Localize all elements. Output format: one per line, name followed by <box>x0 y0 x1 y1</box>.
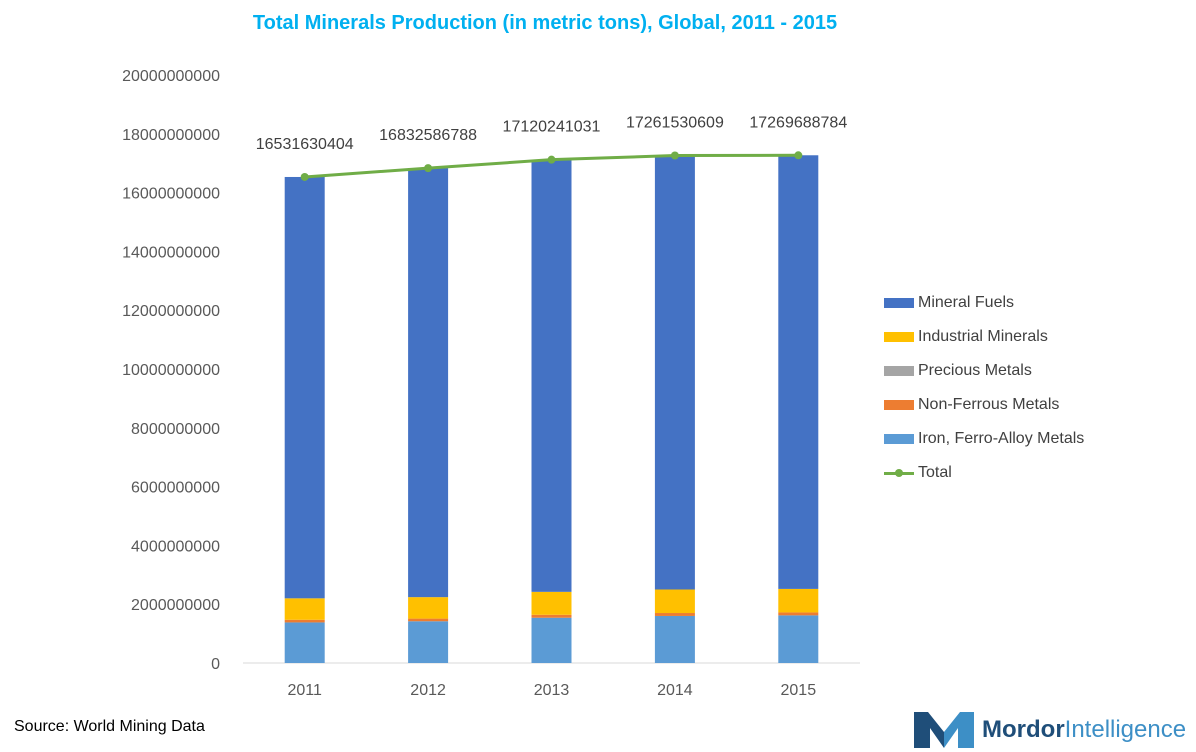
legend-label-4: Iron, Ferro-Alloy Metals <box>918 430 1085 447</box>
bar-2011-s0 <box>284 622 325 663</box>
legend-item-5: Total <box>884 456 1084 490</box>
brand-name-part2: Intelligence <box>1064 716 1187 743</box>
bar-2012-s4 <box>408 168 449 598</box>
total-label-2013: 17120241031 <box>503 119 601 136</box>
bar-2011-s1 <box>284 619 325 623</box>
brand-logo: MordorIntelligence <box>914 712 1186 748</box>
y-tick-label-7: 14000000000 <box>122 244 220 261</box>
legend-label-3: Non-Ferrous Metals <box>918 396 1060 413</box>
y-tick-label-9: 18000000000 <box>122 127 220 144</box>
y-tick-label-4: 8000000000 <box>131 421 220 438</box>
y-tick-label-2: 4000000000 <box>131 538 220 555</box>
x-tick-label-2015: 2015 <box>781 682 817 699</box>
legend-swatch-5 <box>884 468 914 477</box>
legend-item-2: Precious Metals <box>884 354 1084 388</box>
bar-2013-s1 <box>531 614 572 618</box>
y-tick-label-6: 12000000000 <box>122 303 220 320</box>
bar-2012-s1 <box>408 618 449 622</box>
legend-item-4: Iron, Ferro-Alloy Metals <box>884 422 1084 456</box>
total-point-2014 <box>670 151 679 160</box>
legend-item-1: Industrial Minerals <box>884 320 1084 354</box>
source-note: Source: World Mining Data <box>14 718 205 735</box>
bar-2011-s3 <box>284 598 325 620</box>
y-tick-label-3: 6000000000 <box>131 480 220 497</box>
mordor-logo-icon <box>914 712 974 748</box>
bar-2012-s0 <box>408 621 449 663</box>
legend-label-0: Mineral Fuels <box>918 294 1015 311</box>
x-tick-label-2013: 2013 <box>534 682 570 699</box>
brand-name: MordorIntelligence <box>982 716 1186 744</box>
bar-2011-s4 <box>284 176 325 599</box>
bar-2014-s4 <box>654 155 695 590</box>
legend-label-1: Industrial Minerals <box>918 328 1048 345</box>
bar-2014-s3 <box>654 589 695 614</box>
legend-swatch-0 <box>884 298 914 308</box>
brand-name-part1: Mordor <box>982 716 1065 743</box>
bar-2015-s3 <box>778 588 819 613</box>
x-tick-label-2012: 2012 <box>410 682 446 699</box>
x-tick-label-2011: 2011 <box>287 682 322 699</box>
bar-2014-s1 <box>654 613 695 616</box>
y-tick-label-1: 2000000000 <box>131 597 220 614</box>
legend-swatch-4 <box>884 434 914 444</box>
bar-2015-s1 <box>778 612 819 616</box>
y-tick-label-5: 10000000000 <box>122 362 220 379</box>
bar-2013-s3 <box>531 591 572 615</box>
legend-label-5: Total <box>918 464 952 481</box>
x-tick-label-2014: 2014 <box>657 682 693 699</box>
bar-2013-s4 <box>531 159 572 592</box>
legend-marker-dot <box>895 468 903 477</box>
legend-swatch-1 <box>884 332 914 342</box>
y-tick-label-8: 16000000000 <box>122 186 220 203</box>
y-tick-label-10: 20000000000 <box>122 68 220 85</box>
bar-2015-s4 <box>778 155 819 589</box>
bar-2012-s3 <box>408 597 449 619</box>
total-point-2015 <box>794 151 803 160</box>
total-point-2013 <box>547 155 556 164</box>
legend-item-0: Mineral Fuels <box>884 286 1084 320</box>
total-label-2014: 17261530609 <box>626 115 724 132</box>
y-tick-label-0: 0 <box>211 656 220 673</box>
bar-2013-s0 <box>531 617 572 663</box>
total-point-2011 <box>300 172 309 181</box>
legend-label-2: Precious Metals <box>918 362 1032 379</box>
chart-title: Total Minerals Production (in metric ton… <box>252 12 838 34</box>
total-label-2012: 16832586788 <box>379 127 477 144</box>
legend-item-3: Non-Ferrous Metals <box>884 388 1084 422</box>
legend: Mineral Fuels Industrial Minerals Precious… <box>884 286 1084 490</box>
total-point-2012 <box>424 164 433 173</box>
bar-2014-s0 <box>654 615 695 663</box>
legend-swatch-3 <box>884 400 914 410</box>
bar-2015-s0 <box>778 615 819 663</box>
total-label-2015: 17269688784 <box>749 114 847 131</box>
total-label-2011: 16531630404 <box>256 136 354 153</box>
legend-swatch-2 <box>884 366 914 376</box>
